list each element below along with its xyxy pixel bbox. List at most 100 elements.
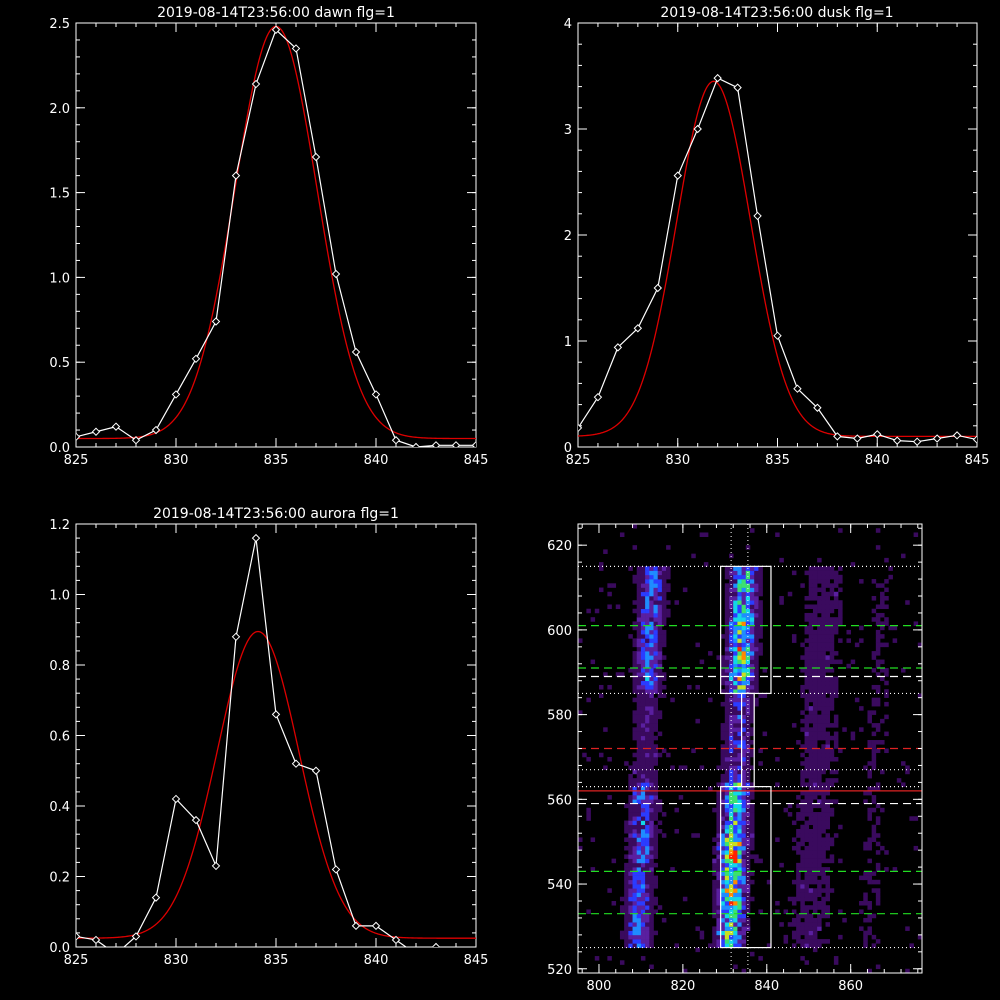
heatmap-cell — [875, 841, 881, 847]
heatmap-cell — [800, 583, 805, 588]
aurora-x-tick-label: 825 — [64, 953, 89, 968]
heatmap-cell — [750, 845, 755, 851]
heatmap-cell — [645, 693, 650, 698]
heatmap-cell — [653, 638, 659, 643]
heatmap-cell — [724, 591, 730, 597]
heatmap-cell — [636, 625, 642, 631]
heatmap-cell — [758, 642, 763, 648]
heatmap-cell — [632, 655, 638, 660]
heatmap-cell — [624, 892, 629, 898]
heatmap-cell — [750, 824, 755, 830]
heatmap-cell — [640, 646, 646, 652]
heatmap-cell — [661, 621, 667, 626]
heatmap-cell — [791, 845, 797, 851]
heatmap-cell — [661, 672, 667, 677]
heatmap-cell — [758, 612, 763, 618]
heatmap-cell — [821, 574, 826, 580]
heatmap-cell — [737, 566, 742, 571]
heatmap-cell — [733, 913, 738, 919]
heatmap-cell — [741, 744, 747, 749]
heatmap-cell — [754, 583, 759, 588]
heatmap-cell — [657, 680, 663, 686]
heatmap-cell — [741, 701, 747, 707]
heatmap-cell — [825, 790, 831, 796]
heatmap-cell — [720, 731, 726, 737]
heatmap-cell — [817, 765, 822, 770]
heatmap-cell — [867, 718, 872, 724]
heatmap-cell — [653, 845, 659, 851]
heatmap-cell — [863, 900, 868, 906]
heatmap-cell — [741, 617, 747, 622]
heatmap-cell — [808, 651, 814, 656]
heatmap-cell — [875, 867, 881, 872]
heatmap-cell — [640, 812, 646, 817]
heatmap-cell — [875, 803, 881, 809]
heatmap-cell — [800, 909, 805, 914]
heatmap-cell — [825, 714, 831, 720]
heatmap-cell — [733, 587, 738, 593]
dusk-data-point — [693, 124, 702, 134]
heatmap-cell — [812, 604, 818, 610]
heatmap-cell — [817, 752, 822, 758]
heatmap-cell — [586, 756, 591, 762]
heatmap-cell — [720, 765, 726, 770]
heatmap-cell — [661, 608, 667, 614]
heatmap-cell — [733, 625, 738, 631]
heatmap-cell — [640, 790, 646, 796]
heatmap-cell — [649, 625, 654, 631]
heatmap-cell — [645, 782, 650, 787]
heatmap-cell — [640, 816, 646, 821]
heatmap-cell — [720, 812, 726, 817]
heatmap-cell — [808, 845, 814, 851]
heatmap-cell — [653, 608, 659, 614]
heatmap-cell — [800, 896, 805, 902]
heatmap-cell — [640, 596, 646, 601]
heatmap-cell — [867, 790, 872, 796]
heatmap-cell — [817, 693, 822, 698]
heatmap-cell — [737, 812, 742, 817]
heatmap-cell — [875, 939, 881, 944]
heatmap-cell — [833, 676, 839, 682]
heatmap-cell — [737, 875, 742, 881]
heatmap-cell — [821, 828, 826, 834]
heatmap-cell — [640, 879, 646, 885]
dusk-plot-area — [578, 73, 977, 446]
heatmap-cell — [829, 701, 835, 707]
heatmap-cell — [741, 587, 747, 593]
heatmap-cell — [800, 956, 805, 961]
heatmap-cell — [812, 591, 818, 597]
heatmap-cell — [645, 689, 650, 694]
heatmap-cell — [632, 680, 638, 686]
heatmap-cell — [880, 604, 885, 610]
heatmap-cell — [645, 634, 650, 639]
heatmap-cell — [708, 697, 713, 703]
heatmap-cell — [817, 655, 822, 660]
heatmap-cell — [821, 841, 826, 847]
heatmap-cell — [737, 790, 742, 796]
heatmap-cell — [640, 600, 646, 605]
heatmap-cell — [653, 850, 659, 855]
heatmap-cell — [649, 591, 654, 597]
heatmap-cell — [720, 790, 726, 796]
heatmap-cell — [720, 820, 726, 826]
heatmap-cell — [745, 604, 751, 610]
heatmap-cell — [750, 951, 755, 957]
heatmap-cell — [724, 900, 730, 906]
heatmap-cell — [640, 871, 646, 876]
heatmap-cell — [645, 867, 650, 872]
heatmap-cell — [649, 922, 654, 927]
heatmap-cell — [729, 621, 734, 626]
heatmap-cell — [636, 672, 642, 677]
heatmap-cell — [737, 574, 742, 580]
heatmap-cell — [645, 803, 650, 809]
heatmap-cell — [733, 879, 738, 885]
heatmap-cell — [859, 926, 864, 931]
heatmap-cell — [724, 871, 730, 876]
heatmap-cell — [829, 807, 835, 813]
heatmap-cell — [821, 697, 826, 703]
heatmap-cell — [632, 676, 638, 682]
heatmap-cell — [808, 879, 814, 885]
heatmap-cell — [628, 816, 633, 821]
heatmap-cell — [645, 922, 650, 927]
heatmap-cell — [674, 600, 679, 605]
